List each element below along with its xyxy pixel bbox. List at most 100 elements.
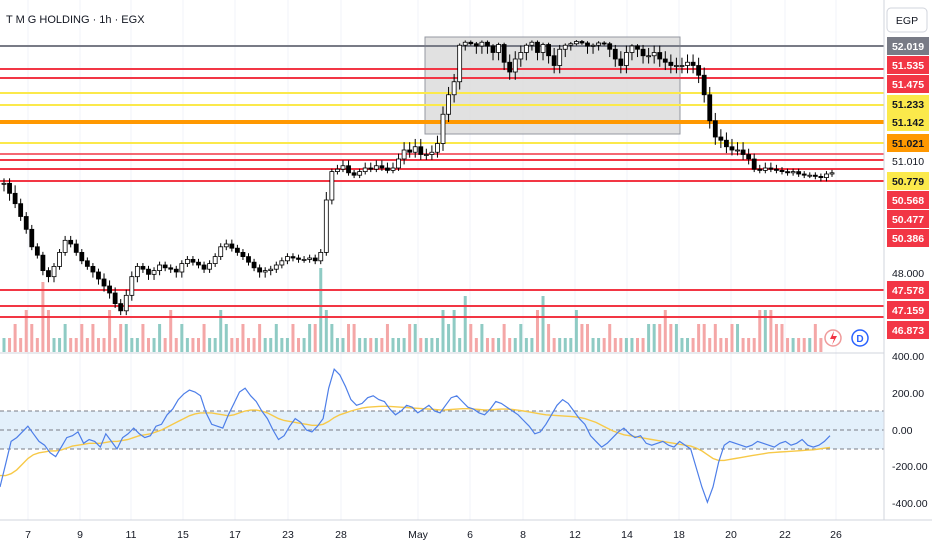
- candle-body: [824, 173, 829, 178]
- cci-line: [0, 368, 831, 504]
- candle-body: [740, 149, 746, 155]
- candle-body: [190, 258, 196, 263]
- candle-body: [651, 52, 657, 57]
- cci-tick-label: -400.00: [892, 498, 928, 510]
- volume-bar: [2, 338, 6, 352]
- candle-body: [812, 174, 818, 177]
- candle-body: [407, 149, 413, 153]
- volume-bar: [247, 338, 251, 352]
- candle-body: [640, 48, 646, 57]
- volume-bar: [269, 338, 273, 352]
- time-tick-label: 14: [621, 529, 633, 541]
- candle-body: [301, 258, 307, 261]
- candle-body: [257, 267, 263, 273]
- candle-body: [829, 172, 835, 175]
- volume-bar: [158, 324, 162, 352]
- cci-tick-label: -200.00: [892, 461, 928, 473]
- dividend-marker[interactable]: D: [851, 329, 869, 347]
- candle-body: [496, 44, 501, 53]
- volume-bar: [74, 338, 78, 352]
- volume-bar: [374, 338, 378, 352]
- candle-body: [451, 81, 457, 96]
- volume-bar: [291, 324, 295, 352]
- volume-bar: [702, 324, 706, 352]
- price-tag-box: [887, 134, 929, 152]
- price-tag-box: [887, 172, 929, 190]
- volume-bar: [124, 324, 128, 352]
- volume-bar: [713, 324, 717, 352]
- volume-bar: [519, 324, 523, 352]
- volume-bar: [730, 324, 734, 352]
- candle-body: [618, 58, 624, 66]
- candle-body: [157, 264, 162, 271]
- volume-bar: [747, 338, 751, 352]
- candle-body: [523, 44, 529, 53]
- candle-body: [501, 44, 507, 63]
- time-tick-label: 12: [569, 529, 581, 541]
- candle-body: [68, 239, 74, 245]
- candle-body: [490, 45, 496, 53]
- candle-body: [801, 173, 807, 176]
- candle-body: [535, 41, 540, 53]
- candle-body: [357, 171, 363, 176]
- candle-body: [312, 257, 318, 262]
- price-tag-box: [887, 210, 929, 228]
- volume-bar: [647, 324, 651, 352]
- candle-body: [412, 146, 418, 153]
- candle-body: [751, 158, 757, 170]
- candle-body: [368, 167, 374, 170]
- volume-bar: [469, 324, 473, 352]
- candle-body: [440, 113, 446, 144]
- volume-bar: [430, 338, 434, 352]
- earnings-marker[interactable]: [824, 329, 842, 347]
- price-tag-label: 47.578: [892, 285, 924, 297]
- volume-bar: [280, 338, 284, 352]
- time-tick-label: 7: [25, 529, 31, 541]
- volume-bar: [308, 324, 312, 352]
- volume-bar: [108, 310, 112, 352]
- volume-bar: [397, 338, 401, 352]
- volume-bar: [24, 310, 28, 352]
- volume-bar: [358, 338, 362, 352]
- candlesticks[interactable]: [1, 40, 835, 316]
- candle-body: [173, 268, 179, 273]
- price-tag-label: 51.535: [892, 60, 924, 72]
- candle-body: [729, 146, 735, 151]
- candle-body: [379, 165, 385, 169]
- volume-bar: [508, 338, 512, 352]
- volume-bar: [802, 338, 806, 352]
- volume-bar: [591, 338, 595, 352]
- volume-bar: [624, 338, 628, 352]
- volume-bar: [435, 338, 439, 352]
- candle-body: [51, 265, 57, 278]
- volume-bar: [535, 310, 539, 352]
- candle-body: [262, 270, 268, 273]
- price-tag-label: 51.475: [892, 79, 924, 91]
- volume-bar: [774, 324, 778, 352]
- candle-body: [596, 42, 602, 46]
- volume-bar: [724, 338, 728, 352]
- candle-body: [601, 42, 607, 45]
- volume-bar: [85, 338, 89, 352]
- candle-body: [323, 199, 329, 253]
- currency-button[interactable]: EGP: [886, 7, 928, 33]
- volume-bar: [491, 338, 495, 352]
- price-tick-label: 51.010: [892, 156, 924, 168]
- volume-bar: [602, 338, 606, 352]
- price-tag-box: [887, 95, 929, 113]
- volume-bar: [235, 338, 239, 352]
- candle-body: [446, 94, 451, 115]
- volume-bar: [458, 338, 462, 352]
- price-tag-box: [887, 281, 929, 299]
- candle-body: [779, 169, 785, 172]
- volume-bar: [285, 338, 289, 352]
- volume-bar: [191, 338, 195, 352]
- candle-body: [607, 43, 613, 50]
- candle-body: [201, 264, 207, 270]
- candle-body: [335, 168, 340, 172]
- volume-bar: [363, 338, 367, 352]
- candle-body: [129, 276, 135, 296]
- price-tag-label: 51.021: [892, 138, 924, 150]
- candle-body: [818, 175, 824, 178]
